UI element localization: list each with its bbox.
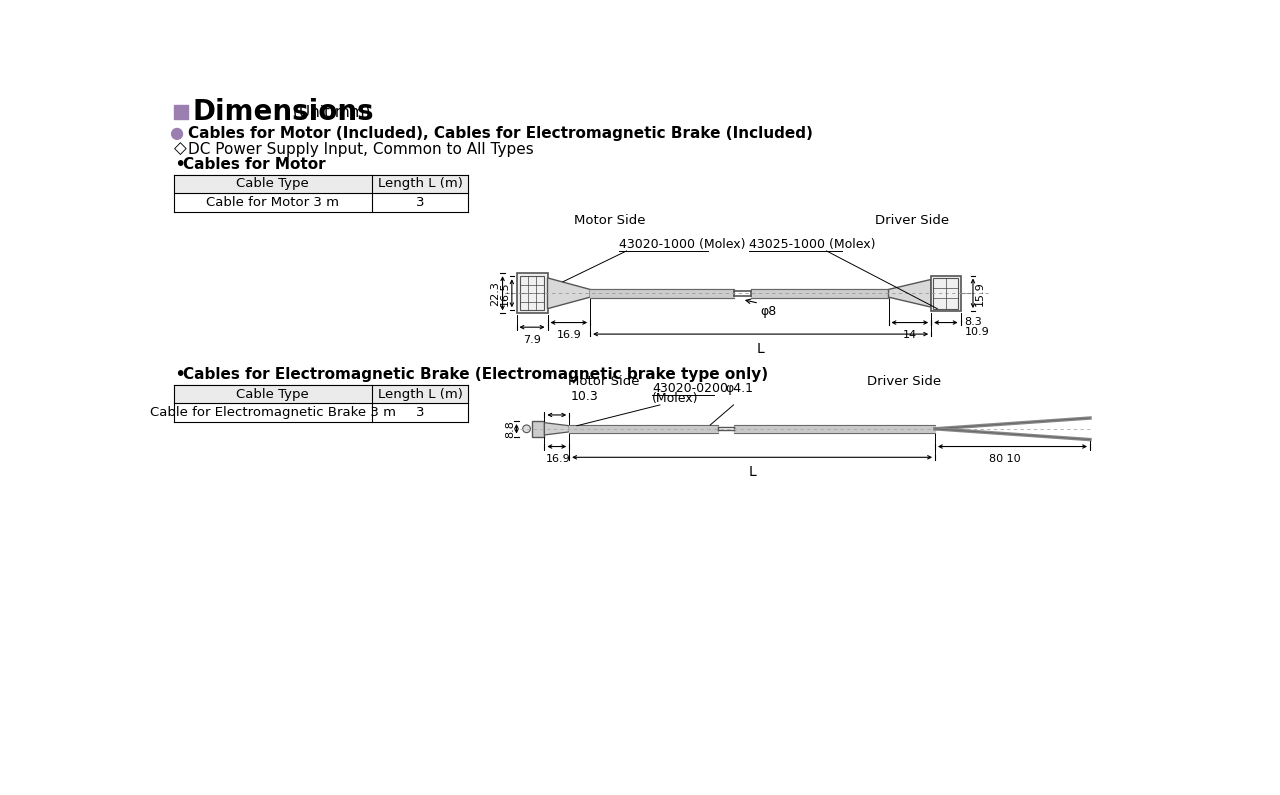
Polygon shape	[544, 423, 570, 435]
Text: Driver Side: Driver Side	[874, 214, 948, 227]
Bar	[933, 278, 959, 308]
Text: Cable Type: Cable Type	[237, 177, 310, 191]
Text: L: L	[749, 465, 756, 479]
Text: ◇: ◇	[174, 140, 187, 158]
Text: Motor Side: Motor Side	[573, 214, 645, 227]
Text: 43020-0200: 43020-0200	[652, 382, 728, 395]
Circle shape	[172, 129, 183, 139]
Text: 43025-1000 (Molex): 43025-1000 (Molex)	[749, 238, 876, 251]
Text: Dimensions: Dimensions	[192, 98, 374, 126]
Bar	[520, 277, 544, 310]
Text: Cables for Electromagnetic Brake (Electromagnetic brake type only): Cables for Electromagnetic Brake (Electr…	[183, 367, 768, 382]
Text: Cables for Motor: Cables for Motor	[183, 157, 326, 173]
Text: Cable for Electromagnetic Brake 3 m: Cable for Electromagnetic Brake 3 m	[150, 406, 396, 419]
Circle shape	[522, 425, 530, 432]
Text: Driver Side: Driver Side	[867, 374, 941, 388]
Bar	[532, 421, 544, 436]
Text: Cables for Motor (Included), Cables for Electromagnetic Brake (Included): Cables for Motor (Included), Cables for …	[188, 126, 813, 142]
Polygon shape	[888, 279, 931, 307]
Text: Cable for Motor 3 m: Cable for Motor 3 m	[206, 196, 339, 209]
Text: 10.3: 10.3	[571, 390, 599, 403]
Text: φ4.1: φ4.1	[726, 382, 754, 395]
Text: 22.3: 22.3	[490, 281, 500, 306]
Text: Motor Side: Motor Side	[567, 374, 639, 388]
Text: 7.9: 7.9	[524, 335, 541, 345]
Text: 3: 3	[416, 406, 424, 419]
Bar	[931, 276, 960, 311]
Text: 43020-1000 (Molex): 43020-1000 (Molex)	[618, 238, 745, 251]
Text: 8.8: 8.8	[504, 420, 515, 438]
Text: •: •	[174, 155, 186, 174]
Text: 8.3: 8.3	[964, 316, 982, 327]
Text: 16.5: 16.5	[500, 281, 511, 305]
Text: φ8: φ8	[760, 304, 777, 318]
Text: 16.9: 16.9	[557, 330, 581, 340]
Text: (Molex): (Molex)	[652, 392, 699, 405]
Text: L: L	[756, 342, 764, 356]
Bar	[174, 105, 188, 118]
Text: Cable Type: Cable Type	[237, 388, 310, 401]
Text: 16.9: 16.9	[547, 454, 571, 464]
Text: •: •	[174, 366, 186, 385]
Text: (Unit mm): (Unit mm)	[293, 104, 371, 119]
Bar	[517, 273, 548, 313]
Text: Length L (m): Length L (m)	[378, 388, 462, 401]
Polygon shape	[548, 278, 590, 308]
Text: DC Power Supply Input, Common to All Types: DC Power Supply Input, Common to All Typ…	[188, 142, 534, 157]
Text: 14: 14	[902, 330, 916, 340]
Bar	[174, 385, 468, 403]
Text: 80 10: 80 10	[989, 454, 1020, 464]
Text: 3: 3	[416, 196, 424, 209]
Text: Length L (m): Length L (m)	[378, 177, 462, 191]
Text: 10.9: 10.9	[964, 327, 989, 337]
Bar	[174, 175, 468, 193]
Text: 15.9: 15.9	[974, 281, 984, 305]
